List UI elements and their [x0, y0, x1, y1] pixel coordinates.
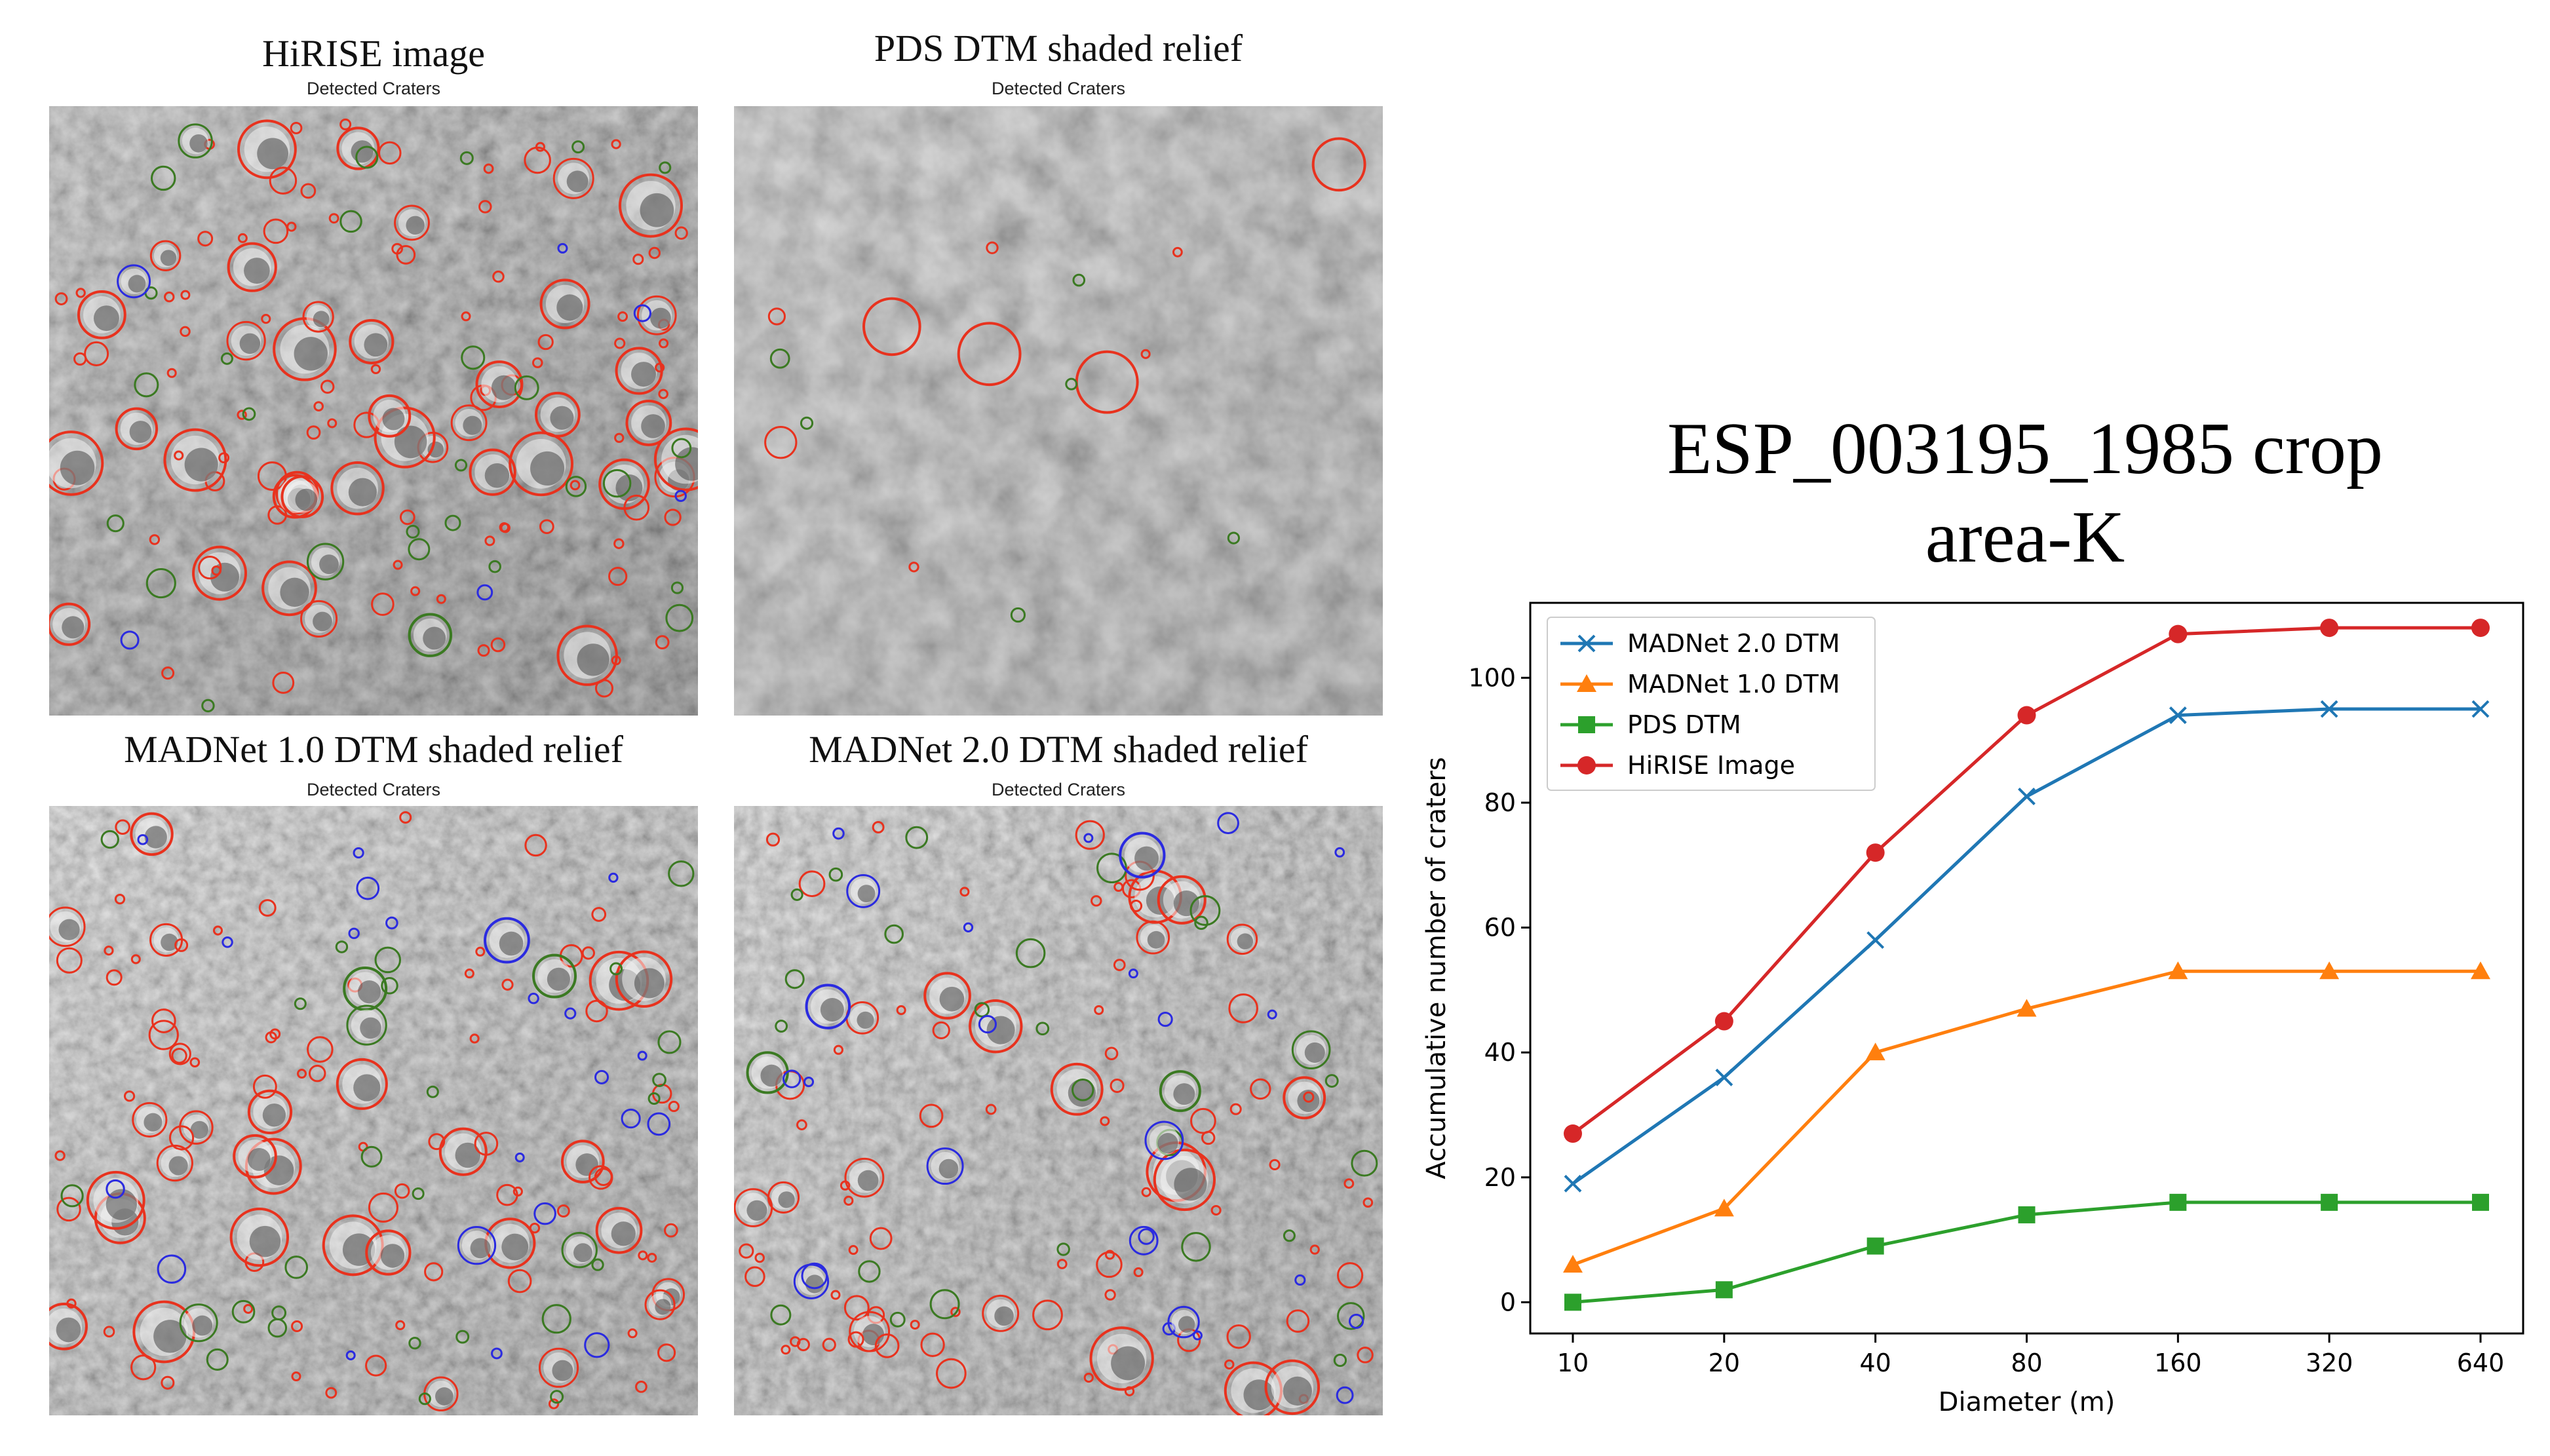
y-tick-label: 0 [1500, 1288, 1516, 1316]
data-point-madnet-2-0-dtm [2169, 706, 2187, 724]
legend-label: PDS DTM [1627, 710, 1741, 739]
panel-subtitle-pds: Detected Craters [991, 79, 1126, 98]
legend-marker [1577, 634, 1596, 653]
madnet1-dtm-panel [49, 806, 698, 1415]
data-point-madnet-1-0-dtm [2017, 999, 2037, 1017]
panel-title-madnet1: MADNet 1.0 DTM shaded relief [124, 728, 623, 771]
data-point-pds-dtm [1866, 1237, 1884, 1255]
legend-marker [1577, 674, 1596, 692]
data-point-pds-dtm [1564, 1293, 1581, 1311]
data-point-madnet-1-0-dtm [1714, 1198, 1734, 1217]
data-point-madnet-1-0-dtm [1865, 1043, 1885, 1061]
madnet2-dtm-panel [734, 806, 1383, 1415]
y-tick-label: 40 [1484, 1038, 1516, 1067]
chart-title-line-2: area-K [1925, 497, 2125, 578]
y-tick-label: 20 [1484, 1163, 1516, 1192]
chart-title-line-1: ESP_003195_1985 crop [1667, 408, 2383, 489]
data-point-madnet-2-0-dtm [1715, 1068, 1733, 1086]
data-point-madnet-2-0-dtm [2018, 788, 2036, 805]
data-point-pds-dtm [2169, 1193, 2187, 1211]
x-tick-label: 40 [1859, 1349, 1891, 1377]
data-point-hirise-image [1866, 843, 1885, 862]
data-point-madnet-1-0-dtm [2168, 961, 2188, 980]
pds-dtm-panel [734, 106, 1383, 716]
panel-subtitle-madnet2: Detected Craters [991, 780, 1126, 799]
crater-count-chart: 0 20 40 60 80 100 10 20 40 80 160 320 640 Diameter (m… [1421, 602, 2524, 1417]
data-point-madnet-1-0-dtm [2319, 961, 2340, 980]
x-tick-label: 160 [2154, 1349, 2202, 1377]
legend-marker [1577, 756, 1596, 775]
legend-marker [1578, 716, 1595, 733]
x-tick-label: 320 [2306, 1349, 2353, 1377]
data-point-hirise-image [2169, 624, 2188, 643]
hirise-image-panel [49, 106, 698, 716]
data-point-madnet-1-0-dtm [1563, 1255, 1583, 1273]
x-tick-label: 80 [2011, 1349, 2042, 1377]
data-point-hirise-image [2320, 619, 2339, 638]
data-point-madnet-2-0-dtm [1564, 1174, 1582, 1193]
y-tick-label: 100 [1468, 663, 1516, 692]
x-tick-label: 640 [2457, 1349, 2505, 1377]
data-point-madnet-2-0-dtm [2471, 700, 2490, 718]
y-axis-label: Accumulative number of craters [1421, 757, 1452, 1179]
data-point-pds-dtm [1715, 1281, 1733, 1299]
data-point-pds-dtm [2472, 1193, 2489, 1211]
data-point-hirise-image [2017, 706, 2036, 725]
x-tick-label: 20 [1709, 1349, 1740, 1377]
y-tick-label: 60 [1484, 913, 1516, 942]
panel-title-pds: PDS DTM shaded relief [874, 27, 1243, 69]
data-point-madnet-2-0-dtm [1866, 931, 1885, 949]
panel-subtitle-hirise: Detected Craters [306, 79, 441, 98]
data-point-hirise-image [2471, 619, 2490, 638]
data-point-hirise-image [1564, 1124, 1582, 1143]
panel-title-madnet2: MADNet 2.0 DTM shaded relief [809, 728, 1308, 771]
legend-label: HiRISE Image [1627, 751, 1795, 780]
data-point-madnet-2-0-dtm [2320, 700, 2338, 718]
panel-title-hirise: HiRISE image [262, 32, 485, 75]
legend-label: MADNet 2.0 DTM [1627, 629, 1840, 658]
data-point-madnet-1-0-dtm [2471, 961, 2490, 980]
y-tick-label: 80 [1484, 788, 1516, 817]
legend-box [1547, 617, 1876, 791]
legend-label: MADNet 1.0 DTM [1627, 670, 1840, 699]
data-point-pds-dtm [2018, 1206, 2036, 1223]
data-point-pds-dtm [2321, 1193, 2338, 1211]
x-axis-label: Diameter (m) [1939, 1387, 2115, 1417]
panel-subtitle-madnet1: Detected Craters [306, 780, 441, 799]
x-tick-label: 10 [1557, 1349, 1589, 1377]
data-point-hirise-image [1714, 1012, 1733, 1031]
